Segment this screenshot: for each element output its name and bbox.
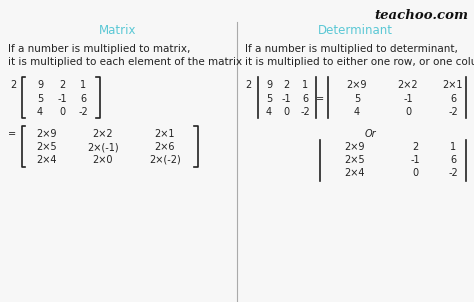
Text: 2×5: 2×5	[36, 142, 57, 152]
Text: 6: 6	[450, 94, 456, 104]
Text: it is multiplied to either one row, or one column: it is multiplied to either one row, or o…	[245, 57, 474, 67]
Text: 2: 2	[10, 80, 16, 90]
Text: 5: 5	[37, 94, 43, 104]
Text: 0: 0	[412, 168, 418, 178]
Text: 2×(-2): 2×(-2)	[149, 155, 181, 165]
Text: =: =	[316, 94, 324, 104]
Text: 2×2: 2×2	[398, 80, 419, 90]
Text: 2×2: 2×2	[93, 129, 113, 139]
Text: -2: -2	[78, 107, 88, 117]
Text: 2×6: 2×6	[155, 142, 175, 152]
Text: 4: 4	[266, 107, 272, 117]
Text: 9: 9	[37, 80, 43, 90]
Text: 2×9: 2×9	[347, 80, 367, 90]
Text: -1: -1	[410, 155, 420, 165]
Text: 2×4: 2×4	[37, 155, 57, 165]
Text: 2×1: 2×1	[443, 80, 463, 90]
Text: -2: -2	[300, 107, 310, 117]
Text: Matrix: Matrix	[99, 24, 137, 37]
Text: 0: 0	[59, 107, 65, 117]
Text: -1: -1	[281, 94, 291, 104]
Text: Determinant: Determinant	[318, 24, 392, 37]
Text: If a number is multiplied to matrix,: If a number is multiplied to matrix,	[8, 44, 191, 54]
Text: 0: 0	[405, 107, 411, 117]
Text: 2: 2	[245, 80, 251, 90]
Text: 4: 4	[37, 107, 43, 117]
Text: 2: 2	[59, 80, 65, 90]
Text: 0: 0	[283, 107, 289, 117]
Text: 2×0: 2×0	[93, 155, 113, 165]
Text: 2: 2	[412, 142, 418, 152]
Text: 1: 1	[302, 80, 308, 90]
Text: 2×(-1): 2×(-1)	[87, 142, 119, 152]
Text: 9: 9	[266, 80, 272, 90]
Text: 2×4: 2×4	[345, 168, 365, 178]
Text: it is multiplied to each element of the matrix: it is multiplied to each element of the …	[8, 57, 242, 67]
Text: 6: 6	[450, 155, 456, 165]
Text: teachoo.com: teachoo.com	[374, 9, 468, 22]
Text: 6: 6	[80, 94, 86, 104]
Text: If a number is multiplied to determinant,: If a number is multiplied to determinant…	[245, 44, 458, 54]
Text: 2×5: 2×5	[345, 155, 365, 165]
Text: -1: -1	[57, 94, 67, 104]
Text: 2×1: 2×1	[155, 129, 175, 139]
Text: =: =	[8, 129, 16, 139]
Text: 2×9: 2×9	[37, 129, 57, 139]
Text: 4: 4	[354, 107, 360, 117]
Text: 1: 1	[80, 80, 86, 90]
Text: 6: 6	[302, 94, 308, 104]
Text: 5: 5	[266, 94, 272, 104]
Text: 2: 2	[283, 80, 289, 90]
Text: -2: -2	[448, 168, 458, 178]
Text: -2: -2	[448, 107, 458, 117]
Text: 5: 5	[354, 94, 360, 104]
Text: 1: 1	[450, 142, 456, 152]
Text: -1: -1	[403, 94, 413, 104]
Text: 2×9: 2×9	[345, 142, 365, 152]
Text: Or: Or	[364, 129, 376, 139]
